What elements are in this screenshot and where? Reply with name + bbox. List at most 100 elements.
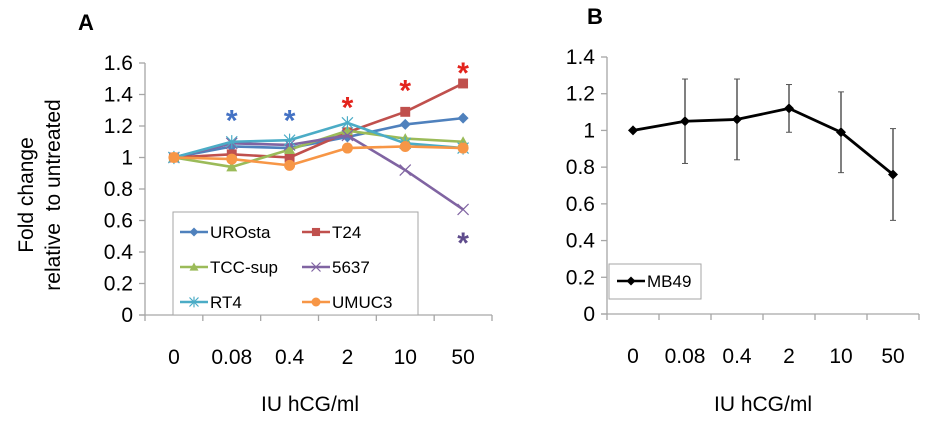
panel-a-y-tick-labels: 0 0.2 0.4 0.6 0.8 1 1.2 1.4 1.6 (104, 52, 134, 327)
x-tick-label: 2 (783, 345, 795, 368)
data-point-rt4 (341, 116, 354, 130)
panel-b-x-tick-labels: 0 0.08 0.4 2 10 50 (627, 345, 905, 368)
legend-marker-umuc3 (311, 297, 321, 307)
data-point-5637 (341, 129, 354, 142)
series-line-urosta (173, 116, 464, 159)
data-point-t24 (400, 106, 411, 117)
significance-asterisk: * (284, 104, 296, 137)
panel-a-series (167, 78, 470, 216)
legend-marker-t24 (311, 227, 321, 237)
data-point-mb49 (732, 114, 742, 125)
legend-box (172, 211, 419, 316)
legend-label: T24 (332, 223, 361, 242)
legend-label: MB49 (647, 272, 691, 291)
legend-box (608, 263, 702, 300)
x-tick-label: 0 (627, 345, 639, 368)
data-point-mb49 (836, 127, 846, 138)
panel-b-letter: B (587, 4, 603, 29)
y-tick-label: 1.2 (566, 83, 595, 106)
data-point-umuc3 (168, 152, 180, 163)
y-tick-label: 0.4 (566, 230, 596, 253)
legend-marker-5637 (311, 262, 321, 272)
legend-item-umuc3: UMUC3 (302, 293, 392, 312)
legend-label: 5637 (332, 258, 370, 277)
y-tick-label: 0.4 (104, 241, 134, 264)
panel-a-chart: A 00.20.40.60.811.21.41.6 0 0.08 0.4 2 10 50 … (15, 10, 493, 416)
panel-a-legend: UROsta T24 TCC-sup 5637 RT4 UMUC3 (172, 211, 419, 316)
legend-item-mb49: MB49 (617, 272, 691, 291)
significance-asterisk: * (226, 104, 238, 137)
legend-item-t24: T24 (302, 223, 361, 242)
data-point-5637 (399, 164, 412, 177)
x-tick-label: 0 (168, 346, 180, 369)
data-point-umuc3 (226, 153, 238, 165)
panel-a-x-axis-title: IU hCG/ml (261, 393, 359, 416)
panel-b-x-axis-title: IU hCG/ml (714, 393, 812, 416)
x-tick-label: 0.08 (211, 346, 252, 369)
significance-asterisk: * (457, 57, 469, 90)
significance-asterisk: * (457, 227, 469, 260)
y-tick-label: 0 (121, 304, 133, 327)
data-point-mb49 (888, 169, 898, 180)
data-point-tcc-sup (226, 161, 238, 172)
series-line-rt4 (173, 121, 464, 159)
data-point-umuc3 (399, 140, 411, 152)
y-tick-label: 1 (583, 119, 595, 142)
legend-item-5637: 5637 (302, 258, 370, 277)
y-tick-label: 1.6 (104, 52, 133, 75)
panel-b-series (628, 103, 898, 180)
panel-b-axes (601, 56, 920, 320)
legend-label: TCC-sup (210, 258, 278, 277)
series-line-t24 (173, 82, 464, 159)
legend-item-urosta: UROsta (180, 223, 271, 242)
data-point-urosta (457, 112, 469, 124)
panel-a-y-axis-title-line2: relative to untreated (42, 99, 65, 290)
legend-label: RT4 (210, 293, 242, 312)
significance-asterisk: * (342, 92, 354, 125)
data-point-urosta (399, 118, 411, 130)
legend-item-tcc-sup: TCC-sup (180, 258, 278, 277)
data-point-tcc-sup (284, 144, 296, 155)
x-tick-label: 0.4 (275, 346, 305, 369)
data-point-t24 (284, 152, 295, 163)
data-point-mb49 (628, 125, 638, 136)
x-tick-label: 50 (451, 346, 474, 369)
x-tick-label: 2 (342, 346, 354, 369)
data-point-rt4 (225, 135, 238, 149)
data-point-mb49 (784, 103, 794, 114)
series-line-mb49 (632, 107, 894, 176)
data-point-umuc3 (284, 159, 296, 171)
y-tick-label: 0.6 (566, 193, 595, 216)
y-tick-label: 0.8 (566, 156, 595, 179)
y-tick-label: 1.2 (104, 115, 133, 138)
panel-a-x-tick-labels: 0 0.08 0.4 2 10 50 (168, 346, 475, 369)
data-point-umuc3 (457, 142, 469, 154)
panel-a-letter: A (78, 10, 94, 35)
series-umuc3 (168, 140, 469, 171)
x-tick-label: 0.4 (722, 345, 752, 368)
significance-asterisk: * (399, 74, 411, 107)
series-mb49 (628, 103, 898, 180)
x-tick-label: 0.08 (665, 345, 706, 368)
y-tick-label: 1.4 (104, 84, 134, 107)
legend-marker-mb49 (626, 276, 636, 286)
y-tick-label: 0.2 (104, 273, 133, 296)
legend-label: UROsta (210, 223, 271, 242)
y-tick-label: 0.8 (104, 178, 133, 201)
legend-item-rt4: RT4 (180, 293, 242, 312)
x-tick-label: 50 (881, 345, 904, 368)
y-tick-label: 1 (121, 147, 133, 170)
panel-b-chart: B 0 0.2 0.4 0.6 0.8 1 1.2 1.4 0 0.08 0.4 2 10 50 MB4… (566, 4, 920, 416)
data-point-mb49 (680, 116, 690, 127)
y-tick-label: 1.4 (566, 46, 596, 69)
panel-b-y-tick-labels: 0 0.2 0.4 0.6 0.8 1 1.2 1.4 (566, 46, 596, 326)
y-tick-label: 0 (583, 303, 595, 326)
x-tick-label: 10 (829, 345, 852, 368)
legend-marker-tcc-sup (189, 262, 199, 271)
panel-a-y-axis-title-line1: Fold change (15, 137, 38, 253)
y-tick-label: 0.6 (104, 210, 133, 233)
data-point-t24 (458, 78, 469, 89)
panel-b-legend: MB49 (608, 263, 702, 300)
legend-marker-rt4 (189, 296, 199, 308)
